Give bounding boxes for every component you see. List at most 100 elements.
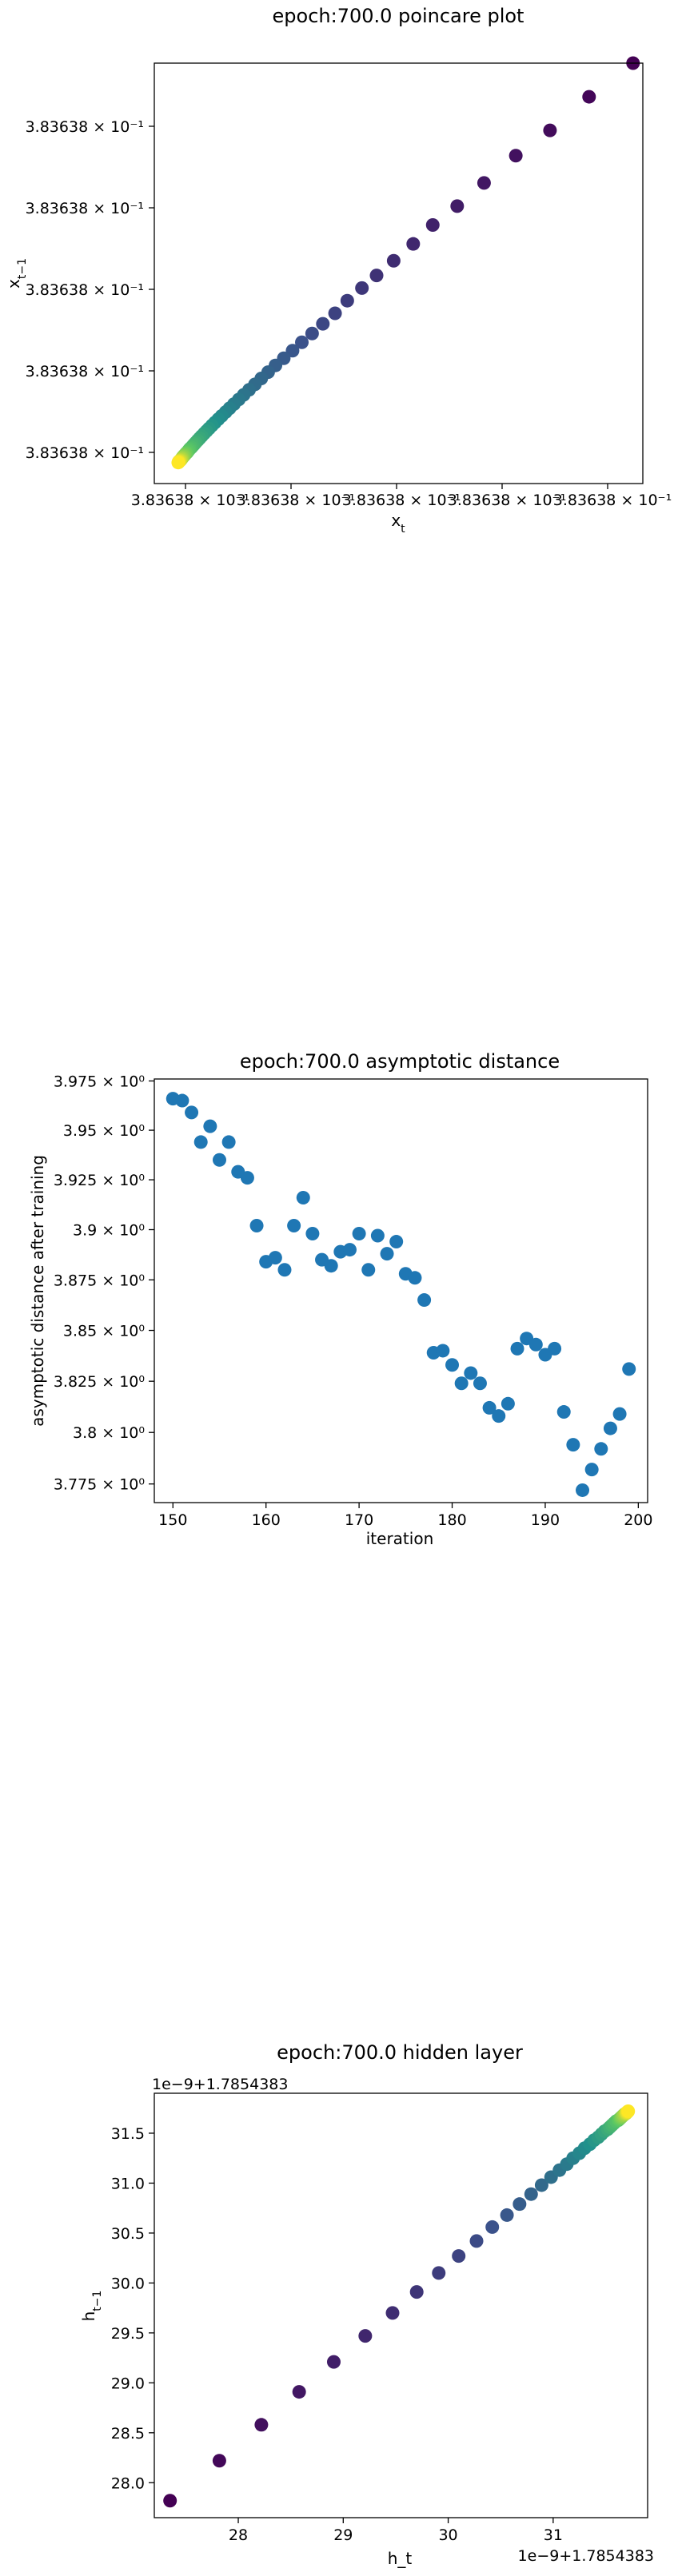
y-tick-label: 3.925 × 10⁰ bbox=[54, 1172, 145, 1189]
y-tick-label: 3.9 × 10⁰ bbox=[73, 1222, 145, 1240]
y-tick-label: 3.83638 × 10⁻¹ bbox=[26, 118, 144, 136]
x-tick-label: 180 bbox=[437, 1511, 466, 1529]
x-tick-label: 28 bbox=[229, 2526, 248, 2544]
scatter-point bbox=[469, 2234, 484, 2248]
scatter-point bbox=[355, 281, 369, 295]
x-ticks: 3.83638 × 10⁻¹ 3.83638 × 10⁻¹ 3.83638 × … bbox=[131, 484, 672, 509]
scatter-point bbox=[287, 1218, 301, 1232]
scatter-point bbox=[432, 2266, 446, 2280]
scatter-point bbox=[285, 344, 300, 358]
x-axis-label: h_t bbox=[388, 2549, 413, 2568]
y-tick-label: 29.5 bbox=[111, 2325, 145, 2343]
scatter-point bbox=[305, 326, 319, 340]
scatter-point bbox=[292, 2385, 306, 2399]
scatter-point bbox=[548, 1341, 562, 1356]
y-tick-label: 3.975 × 10⁰ bbox=[54, 1073, 145, 1090]
scatter-point bbox=[436, 1344, 450, 1358]
y-tick-label: 31.0 bbox=[111, 2175, 145, 2192]
scatter-point bbox=[622, 1362, 636, 1376]
scatter-point bbox=[594, 1442, 608, 1456]
x-tick-label: 30 bbox=[438, 2526, 457, 2544]
scatter-point bbox=[295, 335, 309, 349]
x-tick-label: 3.83638 × 10⁻¹ bbox=[342, 492, 461, 509]
scatter-point bbox=[500, 2208, 514, 2222]
scatter-point bbox=[358, 2329, 373, 2343]
scatter-point bbox=[361, 1263, 376, 1277]
scatter-point bbox=[556, 1405, 571, 1419]
y-offset-label: 1e−9+1.7854383 bbox=[152, 2076, 288, 2093]
scatter-point bbox=[513, 2197, 527, 2212]
plot-area bbox=[171, 56, 640, 470]
x-tick-label: 3.83638 × 10⁻¹ bbox=[553, 492, 672, 509]
scatter-point bbox=[385, 2306, 400, 2320]
scatter-point bbox=[473, 1376, 487, 1391]
scatter-point bbox=[268, 1251, 282, 1265]
scatter-point bbox=[543, 123, 557, 137]
scatter-point bbox=[240, 1171, 254, 1185]
scatter-point bbox=[501, 1396, 515, 1411]
y-tick-label: 3.85 × 10⁰ bbox=[63, 1323, 145, 1340]
scatter-point bbox=[528, 1337, 543, 1352]
scatter-point bbox=[452, 2249, 466, 2263]
scatter-point bbox=[406, 237, 421, 251]
scatter-point bbox=[185, 1105, 199, 1120]
scatter-point bbox=[408, 1271, 422, 1285]
scatter-point bbox=[450, 199, 465, 213]
scatter-point bbox=[524, 2187, 538, 2201]
x-offset-label: 1e−9+1.7854383 bbox=[518, 2547, 654, 2565]
scatter-point bbox=[612, 1407, 627, 1421]
scatter-point bbox=[509, 149, 523, 163]
scatter-point bbox=[369, 269, 384, 283]
y-ticks: 3.83638 × 10⁻¹ 3.83638 × 10⁻¹ 3.83638 × … bbox=[26, 118, 154, 462]
x-ticks: 150 160 170 180 190 200 bbox=[158, 1503, 652, 1529]
scatter-point bbox=[380, 1247, 394, 1261]
x-tick-label: 3.83638 × 10⁻¹ bbox=[448, 492, 566, 509]
scatter-point bbox=[324, 1259, 338, 1273]
x-tick-label: 200 bbox=[624, 1511, 652, 1529]
y-tick-label: 3.83638 × 10⁻¹ bbox=[26, 363, 144, 380]
scatter-point bbox=[316, 317, 330, 331]
scatter-point bbox=[352, 1227, 366, 1241]
y-tick-label: 30.0 bbox=[111, 2275, 145, 2292]
y-ticks: 28.0 28.5 29.0 29.5 30.0 30.5 31.0 31.5 bbox=[111, 2125, 154, 2492]
y-tick-label: 3.83638 × 10⁻¹ bbox=[26, 281, 144, 299]
y-ticks: 3.975 × 10⁰ 3.95 × 10⁰ 3.925 × 10⁰ 3.9 × 10… bbox=[54, 1073, 154, 1494]
scatter-point bbox=[221, 1135, 236, 1149]
x-axis-label: iteration bbox=[366, 1529, 434, 1548]
scatter-point bbox=[445, 1358, 460, 1372]
scatter-point bbox=[477, 176, 491, 190]
x-axis-label: xt bbox=[391, 511, 405, 536]
chart-title: epoch:700.0 poincare plot bbox=[273, 5, 524, 27]
scatter-point bbox=[277, 1263, 292, 1277]
y-axis-label: asymptotic distance after training bbox=[28, 1155, 47, 1427]
x-tick-label: 170 bbox=[345, 1511, 373, 1529]
plot-frame bbox=[154, 2092, 648, 2518]
scatter-point bbox=[305, 1227, 320, 1241]
x-tick-label: 150 bbox=[158, 1511, 187, 1529]
scatter-point bbox=[203, 1119, 217, 1133]
hidden-layer-chart: epoch:700.0 hidden layer 1e−9+1.7854383 … bbox=[79, 2041, 654, 2568]
scatter-point bbox=[492, 1409, 506, 1423]
x-tick-label: 29 bbox=[333, 2526, 353, 2544]
scatter-point bbox=[193, 1135, 208, 1149]
y-tick-label: 3.875 × 10⁰ bbox=[54, 1272, 145, 1289]
scatter-point bbox=[326, 2355, 341, 2369]
y-tick-label: 3.83638 × 10⁻¹ bbox=[26, 200, 144, 217]
x-ticks: 28 29 30 31 bbox=[229, 2518, 563, 2544]
x-tick-label: 31 bbox=[544, 2526, 563, 2544]
scatter-point bbox=[425, 218, 440, 233]
scatter-point bbox=[171, 456, 185, 470]
scatter-point bbox=[254, 2418, 269, 2432]
scatter-point bbox=[576, 1483, 590, 1497]
scatter-point bbox=[249, 1218, 264, 1232]
poincare-chart: epoch:700.0 poincare plot 3.83638 × 10⁻¹… bbox=[4, 5, 672, 536]
y-tick-label: 28.5 bbox=[111, 2425, 145, 2443]
scatter-point bbox=[485, 2220, 500, 2234]
plot-area bbox=[163, 2104, 636, 2508]
scatter-point bbox=[386, 253, 401, 268]
y-tick-label: 3.83638 × 10⁻¹ bbox=[26, 444, 144, 462]
y-tick-label: 30.5 bbox=[111, 2225, 145, 2243]
scatter-point bbox=[621, 2104, 636, 2118]
y-tick-label: 3.95 × 10⁰ bbox=[63, 1122, 145, 1140]
plot-frame bbox=[154, 1078, 648, 1503]
